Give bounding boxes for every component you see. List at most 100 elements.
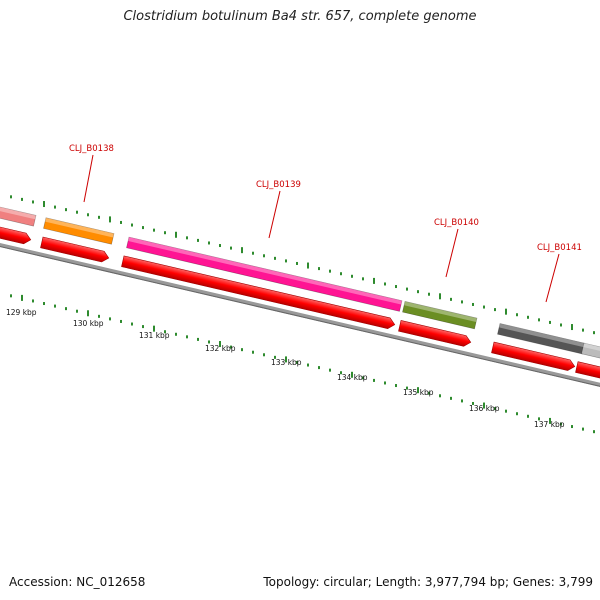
inner-tick-track [10, 294, 595, 434]
backbone-shadow [0, 245, 600, 387]
gene-bar[interactable] [43, 217, 115, 245]
minor-tick [142, 325, 144, 329]
minor-tick [384, 381, 386, 385]
minor-tick [340, 272, 342, 276]
minor-tick [307, 363, 309, 367]
minor-tick [439, 394, 441, 398]
label-leader-line [445, 228, 459, 278]
minor-tick [571, 425, 573, 429]
kbp-label: 130 kbp [73, 319, 104, 328]
cds-arrow[interactable] [0, 224, 32, 245]
gene-track [0, 204, 600, 361]
minor-tick [230, 345, 232, 349]
gene-bar[interactable] [402, 301, 478, 330]
kbp-label: 135 kbp [403, 388, 434, 397]
minor-tick [296, 360, 298, 364]
minor-tick [142, 226, 144, 230]
major-tick [43, 201, 45, 208]
gene-bar[interactable] [581, 342, 600, 361]
label-leader-line [545, 253, 560, 303]
minor-tick [54, 205, 56, 209]
minor-tick [472, 302, 474, 306]
minor-tick [428, 292, 430, 296]
minor-tick [450, 396, 452, 400]
minor-tick [582, 328, 584, 332]
label-leader-line [268, 190, 281, 239]
minor-tick [560, 323, 562, 327]
minor-tick [593, 430, 595, 434]
minor-tick [516, 412, 518, 416]
cds-arrow[interactable] [398, 320, 472, 347]
minor-tick [98, 215, 100, 219]
minor-tick [494, 308, 496, 312]
minor-tick [186, 335, 188, 339]
major-tick [351, 371, 353, 378]
label-leader-line [83, 154, 94, 203]
minor-tick [131, 223, 133, 227]
major-tick [483, 402, 485, 409]
minor-tick [219, 244, 221, 248]
minor-tick [197, 337, 199, 341]
major-tick [219, 341, 221, 348]
minor-tick [406, 386, 408, 390]
minor-tick [120, 319, 122, 323]
minor-tick [384, 282, 386, 286]
minor-tick [395, 285, 397, 289]
map-title: Clostridium botulinum Ba4 str. 657, comp… [123, 9, 477, 24]
cds-arrow[interactable] [491, 341, 576, 372]
gene-label[interactable]: CLJ_B0140 [434, 218, 479, 228]
gene-bar[interactable] [126, 236, 403, 312]
major-tick [307, 262, 309, 269]
minor-tick [538, 318, 540, 322]
gene-labels: CLJ_B0138 CLJ_B0139 CLJ_B0140 CLJ_B0141 [69, 144, 582, 303]
cds-arrow[interactable] [121, 255, 396, 330]
minor-tick [340, 371, 342, 375]
minor-tick [274, 355, 276, 359]
major-tick [285, 356, 287, 363]
major-tick [175, 231, 177, 238]
cds-arrow[interactable] [40, 236, 110, 263]
minor-tick [373, 378, 375, 382]
gene-label[interactable]: CLJ_B0139 [256, 180, 301, 190]
kbp-label: 137 kbp [534, 420, 565, 429]
minor-tick [252, 350, 254, 354]
major-tick [373, 277, 375, 284]
minor-tick [109, 317, 111, 321]
major-tick [439, 293, 441, 300]
gene-label[interactable]: CLJ_B0138 [69, 144, 114, 154]
minor-tick [252, 251, 254, 255]
minor-tick [32, 200, 34, 204]
genome-backbone [0, 242, 600, 387]
gene-label[interactable]: CLJ_B0141 [537, 243, 582, 253]
minor-tick [461, 300, 463, 304]
kbp-label: 129 kbp [6, 308, 37, 317]
kbp-label: 133 kbp [271, 358, 302, 367]
minor-tick [208, 340, 210, 344]
minor-tick [186, 236, 188, 240]
cds-arrow[interactable] [575, 361, 600, 380]
major-tick [571, 324, 573, 331]
gene-bar[interactable] [0, 204, 37, 227]
minor-tick [582, 427, 584, 431]
minor-tick [98, 314, 100, 318]
kbp-label: 134 kbp [337, 373, 368, 382]
minor-tick [329, 269, 331, 273]
major-tick [241, 247, 243, 254]
minor-tick [43, 302, 45, 306]
minor-tick [472, 401, 474, 405]
major-tick [87, 310, 89, 317]
minor-tick [230, 246, 232, 250]
minor-tick [549, 320, 551, 324]
minor-tick [274, 256, 276, 260]
minor-tick [362, 277, 364, 281]
minor-tick [131, 322, 133, 326]
minor-tick [76, 309, 78, 313]
minor-tick [175, 332, 177, 336]
minor-tick [483, 305, 485, 309]
minor-tick [318, 366, 320, 370]
accession-label: Accession: NC_012658 [9, 575, 146, 589]
minor-tick [208, 241, 210, 245]
minor-tick [164, 231, 166, 235]
minor-tick [538, 417, 540, 421]
